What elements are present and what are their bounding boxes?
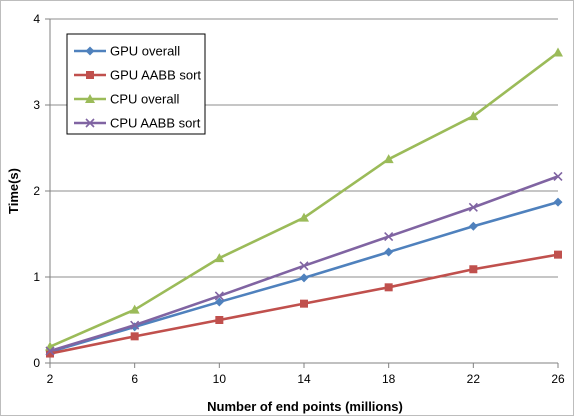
data-point [384, 232, 394, 242]
x-tick-label: 14 [297, 372, 311, 386]
data-point [553, 171, 563, 181]
data-point [469, 265, 478, 274]
x-tick-label: 18 [382, 372, 396, 386]
data-point [468, 111, 479, 121]
data-point [553, 47, 563, 57]
data-point [45, 346, 55, 356]
data-point [468, 202, 478, 212]
legend-label: GPU overall [110, 44, 180, 59]
data-point [384, 283, 393, 292]
legend-label: CPU AABB sort [110, 116, 201, 131]
y-tick-label: 0 [33, 356, 40, 370]
data-point [130, 320, 140, 330]
legend-marker [86, 71, 94, 79]
y-tick-label: 4 [33, 12, 40, 26]
series-cpu-aabb-sort [45, 171, 563, 356]
data-point [468, 221, 478, 231]
series-gpu-aabb-sort [46, 250, 562, 358]
data-point [384, 247, 394, 257]
data-point [383, 154, 394, 164]
x-tick-label: 22 [467, 372, 481, 386]
legend-item: CPU overall [74, 92, 179, 107]
legend-marker [85, 94, 95, 103]
data-point [300, 299, 308, 308]
data-point [299, 273, 309, 283]
x-axis-title: Number of end points (millions) [207, 399, 403, 414]
data-point [553, 197, 563, 207]
data-point [215, 316, 224, 324]
x-tick-label: 26 [551, 372, 565, 386]
x-tick-label: 10 [213, 372, 227, 386]
legend-marker [85, 46, 95, 56]
y-tick-label: 3 [33, 98, 40, 112]
legend-marker [85, 118, 95, 128]
legend-label: CPU overall [110, 92, 179, 107]
data-point [299, 261, 309, 271]
legend-item: GPU AABB sort [74, 68, 201, 83]
data-point [130, 332, 139, 341]
legend-item: CPU AABB sort [74, 116, 201, 131]
data-point [299, 212, 309, 222]
legend-item: GPU overall [74, 44, 180, 59]
y-axis-title: Time(s) [6, 168, 21, 214]
data-point [554, 250, 562, 259]
data-point [214, 291, 224, 301]
x-tick-label: 6 [131, 372, 138, 386]
data-point [214, 297, 224, 307]
data-point [214, 253, 225, 263]
legend: GPU overall GPU AABB sort CPU overall CPU A… [66, 33, 206, 135]
data-point [129, 304, 140, 314]
legend-label: GPU AABB sort [110, 68, 201, 83]
series [45, 47, 563, 358]
y-tick-label: 1 [33, 270, 40, 284]
y-tick-label: 2 [33, 184, 40, 198]
data-point [46, 349, 54, 358]
x-tick-label: 2 [47, 372, 54, 386]
